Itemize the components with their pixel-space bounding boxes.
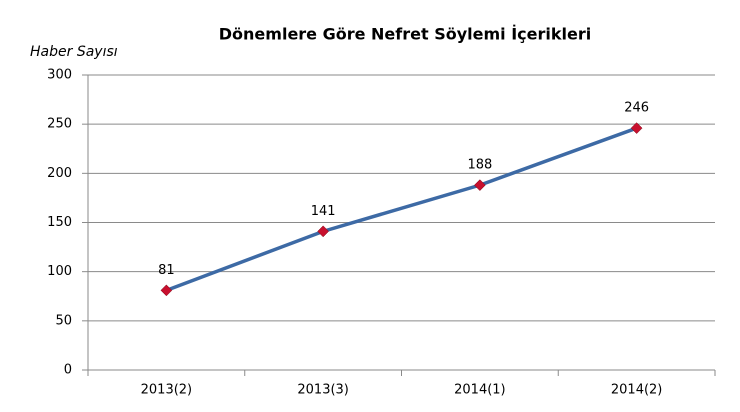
- data-label: 141: [311, 204, 336, 219]
- y-tick-label: 250: [47, 117, 72, 132]
- x-tick-label: 2013(3): [297, 383, 349, 398]
- data-label: 246: [624, 101, 649, 116]
- data-label: 81: [158, 263, 175, 278]
- y-tick-label: 100: [47, 264, 72, 279]
- y-tick-label: 200: [47, 166, 72, 181]
- marker: [630, 122, 643, 134]
- y-tick-label: 300: [47, 68, 72, 83]
- x-tick-label: 2013(2): [141, 383, 193, 398]
- y-tick-label: 50: [55, 313, 72, 328]
- y-axis-label: Haber Sayısı: [30, 44, 118, 60]
- marker: [474, 179, 486, 191]
- y-tick-label: 150: [47, 215, 72, 230]
- marker: [317, 225, 329, 238]
- x-tick-label: 2014(2): [611, 383, 663, 398]
- chart-title: Dönemlere Göre Nefret Söylemi İçerikleri: [219, 25, 591, 44]
- y-tick-label: 0: [64, 363, 72, 378]
- data-label: 188: [467, 158, 492, 173]
- marker: [160, 284, 173, 297]
- line: [165, 126, 638, 292]
- x-tick-label: 2014(1): [454, 383, 506, 398]
